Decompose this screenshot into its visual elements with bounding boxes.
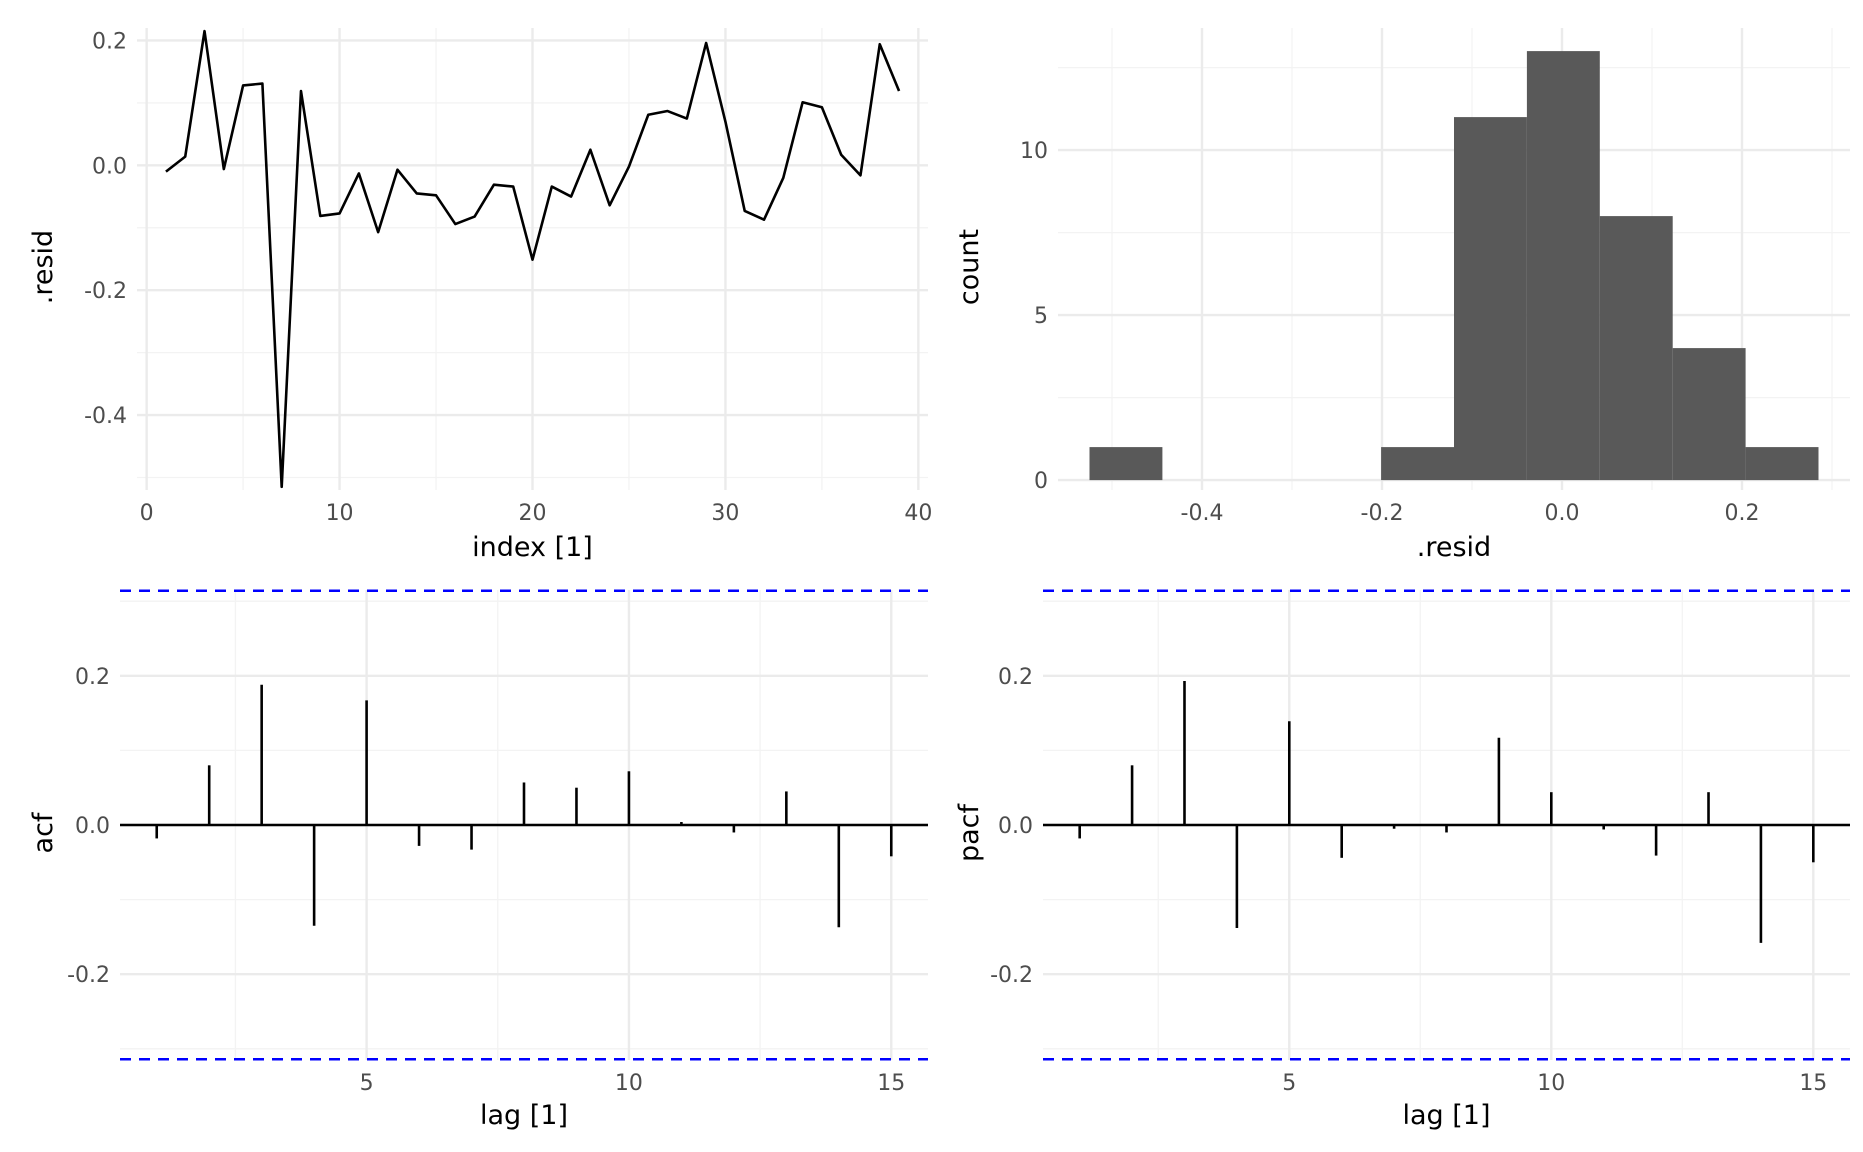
x-tick-label: 10 (615, 1071, 643, 1096)
y-tick-label: 0.2 (75, 665, 110, 690)
x-tick-label: 40 (904, 501, 932, 526)
x-tick-label: 0.2 (1725, 501, 1760, 526)
x-tick-label: 20 (519, 501, 547, 526)
residual-histogram-panel: -0.4 -0.2 0.0 0.2 0 5 10 .resid count (954, 28, 1850, 563)
histogram-bar (1526, 51, 1600, 481)
x-tick-label: 0.0 (1545, 501, 1580, 526)
histogram-bar (1089, 447, 1163, 481)
x-tick-label: 10 (1537, 1071, 1565, 1096)
y-axis-title: pacf (954, 802, 985, 862)
y-tick-label: 0.2 (92, 29, 127, 54)
x-tick-label: 0 (140, 501, 154, 526)
residual-line-panel: 0 10 20 30 40 -0.4 -0.2 0.0 0.2 index [1] .resid (28, 28, 932, 563)
x-tick-label: -0.2 (1361, 501, 1404, 526)
y-axis-title: .resid (28, 230, 59, 304)
y-tick-label: -0.2 (67, 963, 110, 988)
y-tick-label: 0.0 (75, 814, 110, 839)
x-tick-label: 5 (360, 1071, 374, 1096)
y-tick-label: 0.0 (92, 154, 127, 179)
histogram-bar (1454, 117, 1527, 481)
y-tick-label: 0 (1034, 469, 1048, 494)
x-axis-title: index [1] (472, 532, 593, 563)
y-tick-label: 0.2 (998, 665, 1033, 690)
y-tick-label: -0.2 (990, 963, 1033, 988)
histogram-bar (1672, 348, 1746, 481)
x-tick-label: 15 (1799, 1071, 1827, 1096)
y-tick-label: -0.4 (84, 404, 127, 429)
y-tick-label: 5 (1034, 304, 1048, 329)
x-axis-title: lag [1] (480, 1100, 568, 1131)
x-tick-label: 15 (877, 1071, 905, 1096)
y-axis-title: acf (28, 811, 59, 853)
x-tick-label: 10 (326, 501, 354, 526)
x-tick-label: 5 (1282, 1071, 1296, 1096)
x-axis-title: lag [1] (1402, 1100, 1490, 1131)
y-axis-title: count (954, 229, 985, 305)
pacf-panel: 5 10 15 -0.2 0.0 0.2 lag [1] pacf (954, 589, 1850, 1131)
acf-panel: 5 10 15 -0.2 0.0 0.2 lag [1] acf (28, 589, 928, 1131)
y-tick-label: 10 (1020, 139, 1048, 164)
x-tick-label: -0.4 (1181, 501, 1224, 526)
y-tick-label: -0.2 (84, 279, 127, 304)
histogram-bar (1381, 447, 1454, 481)
x-tick-label: 30 (711, 501, 739, 526)
x-axis-title: .resid (1417, 532, 1491, 563)
histogram-bar (1599, 216, 1673, 481)
histogram-bar (1745, 447, 1819, 481)
y-tick-label: 0.0 (998, 814, 1033, 839)
